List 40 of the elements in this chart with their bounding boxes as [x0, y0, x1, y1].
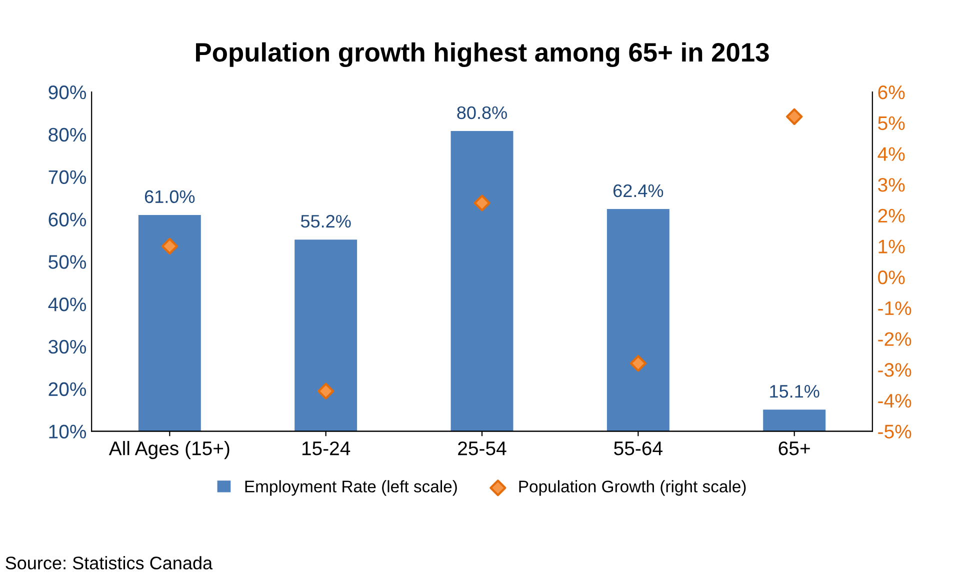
- x-tick-label: 15-24: [302, 441, 350, 456]
- y-tick-label: 30%: [48, 340, 86, 354]
- y-tick-label: 50%: [48, 255, 86, 269]
- x-tick-label: 65+: [778, 441, 810, 456]
- y-tick-label: 80%: [48, 128, 86, 142]
- point: [786, 108, 803, 125]
- y2-tick-label: -4%: [878, 394, 912, 408]
- point: [318, 382, 334, 400]
- data-label: 80.8%: [457, 106, 507, 120]
- data-label: 15.1%: [770, 385, 820, 398]
- point: [474, 194, 490, 212]
- source-note: Source: Statistics Canada: [6, 556, 213, 570]
- y2-tick-label: -1%: [878, 301, 912, 316]
- data-label: 61.0%: [144, 190, 195, 204]
- y2-tick-label: -3%: [878, 363, 912, 377]
- y2-tick-label: 2%: [878, 208, 905, 223]
- y2-tick-label: -2%: [878, 332, 912, 346]
- point: [630, 355, 646, 372]
- y-tick-label: 70%: [48, 170, 86, 184]
- y-tick-label: 20%: [48, 382, 86, 396]
- y-tick-label: 10%: [49, 424, 86, 438]
- legend-label: Employment Rate (left scale): [245, 480, 457, 496]
- x-tick-label: All Ages (15+): [108, 440, 230, 460]
- x-tick-label: 25-54: [458, 441, 506, 456]
- y2-tick-label: 6%: [878, 85, 905, 100]
- y2-tick-label: 0%: [878, 270, 905, 284]
- point: [161, 238, 178, 255]
- x-tick-label: 55-64: [614, 441, 662, 456]
- data-label: 62.4%: [613, 184, 664, 198]
- legend-label: Population Growth (right scale): [519, 480, 746, 496]
- data-label: 55.2%: [300, 214, 351, 228]
- y-tick-label: 60%: [48, 212, 86, 226]
- chart-title: Population growth highest among 65+ in 2013: [196, 42, 769, 68]
- y-tick-label: 40%: [48, 298, 86, 312]
- y2-tick-label: 5%: [878, 116, 905, 130]
- y-tick-label: 90%: [48, 85, 86, 100]
- y2-tick-label: -5%: [878, 424, 912, 438]
- y2-tick-label: 4%: [878, 147, 905, 161]
- y2-tick-label: 1%: [878, 240, 905, 254]
- y2-tick-label: 3%: [878, 178, 905, 192]
